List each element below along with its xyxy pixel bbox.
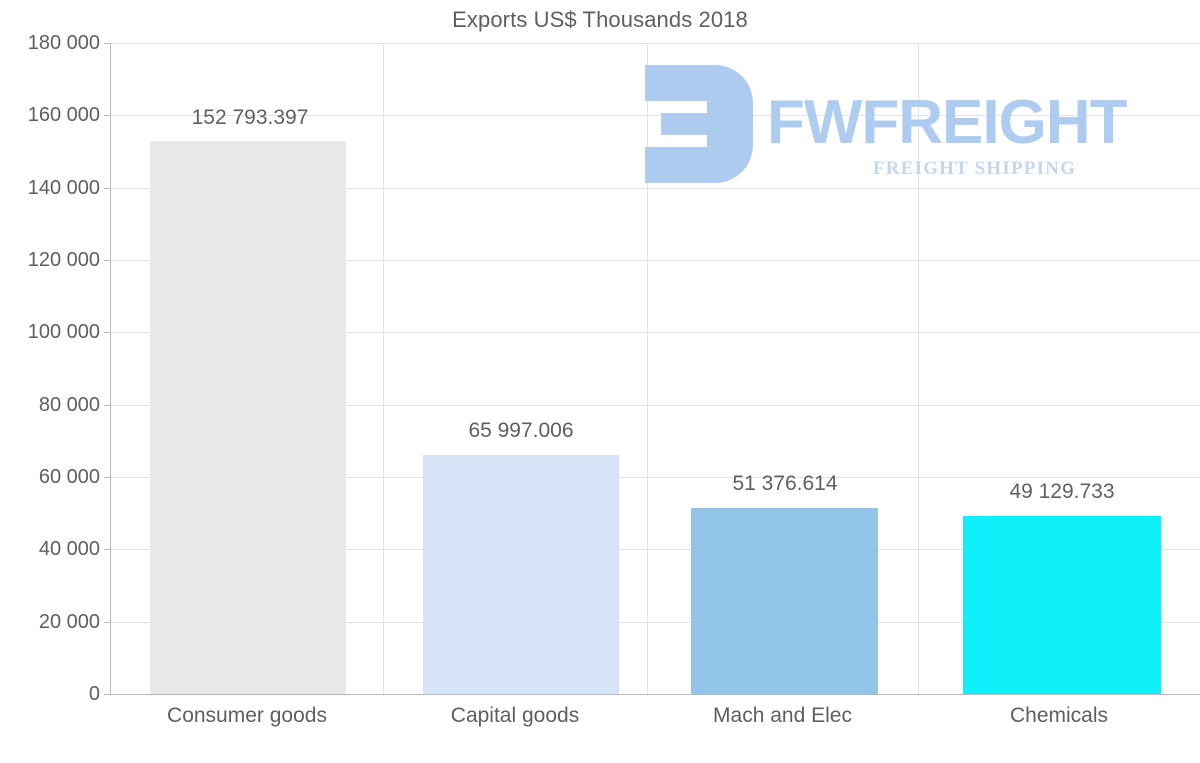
gridline-vertical (918, 43, 919, 694)
gridline-horizontal (111, 332, 1200, 334)
chart-title: Exports US$ Thousands 2018 (452, 7, 748, 32)
x-axis-tick-label-chemicals: Chemicals (1009, 704, 1109, 727)
y-axis-line (110, 43, 111, 695)
gridline-horizontal (111, 187, 1200, 189)
y-axis-tick-label: 100 000 (27, 321, 100, 344)
gridline-horizontal (111, 404, 1200, 406)
bar-value-label-capital-goods: 65 997.006 (468, 419, 574, 442)
bar-chemicals[interactable] (963, 516, 1161, 694)
x-axis-tick-label-consumer-goods: Consumer goods (167, 704, 327, 727)
x-axis-line (104, 694, 1200, 695)
gridline-horizontal (111, 621, 1200, 623)
bar-consumer-goods[interactable] (150, 141, 346, 694)
y-axis-tick (104, 43, 111, 44)
gridline-horizontal (111, 43, 1200, 44)
gridline-horizontal (111, 477, 1200, 478)
bar-value-label-chemicals: 49 129.733 (1009, 480, 1115, 503)
gridline-horizontal (111, 549, 1200, 551)
gridline-vertical (647, 43, 648, 694)
y-axis-tick-label: 120 000 (27, 249, 100, 271)
gridline-vertical (383, 43, 384, 694)
bar-value-label-consumer-goods: 152 793.397 (191, 106, 309, 129)
y-axis-tick (104, 332, 111, 334)
x-axis-tick-label-capital-goods: Capital goods (450, 704, 580, 727)
bar-mach-and-elec[interactable] (691, 508, 878, 694)
gridline-horizontal (111, 260, 1200, 261)
y-axis-tick (104, 404, 111, 406)
y-axis-tick-label: 140 000 (27, 176, 100, 199)
y-axis-tick (104, 187, 111, 189)
y-axis-tick (104, 115, 111, 117)
bar-capital-goods[interactable] (423, 455, 619, 694)
bars-layer (111, 43, 1200, 694)
y-axis-tick (104, 477, 111, 478)
y-axis-tick-label: 60 000 (38, 466, 100, 488)
x-axis-labels: Consumer goods Capital goods Mach and El… (111, 704, 1200, 744)
y-axis-labels: 180 000 160 000 140 000 120 000 100 000 … (0, 0, 100, 763)
y-axis-tick (104, 549, 111, 551)
y-axis-tick-label: 40 000 (38, 538, 100, 561)
y-axis-tick-label: 80 000 (38, 393, 100, 416)
y-axis-tick-label: 180 000 (27, 32, 100, 54)
y-axis-tick-label: 160 000 (27, 104, 100, 127)
y-axis-tick-label: 20 000 (38, 610, 100, 633)
y-axis-tick (104, 621, 111, 623)
y-axis-tick (104, 694, 111, 695)
y-axis-tick-label: 0 (88, 683, 100, 705)
y-axis-tick (104, 260, 111, 261)
bar-value-label-mach-and-elec: 51 376.614 (732, 472, 838, 495)
x-axis-tick-label-mach-and-elec: Mach and Elec (713, 704, 852, 727)
